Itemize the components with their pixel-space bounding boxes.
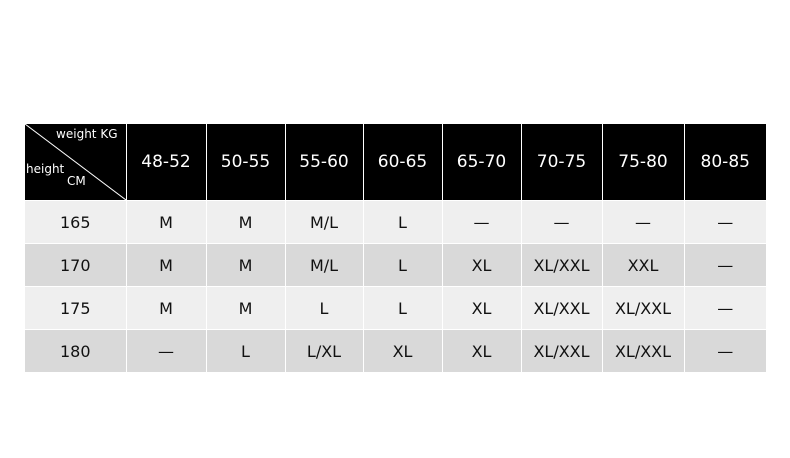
- table-row: 180— L L/XL XL XL XL/XXL XL/XXL —: [25, 329, 766, 372]
- size-cell: XL/XXL: [520, 243, 602, 287]
- size-cell: M: [205, 200, 285, 244]
- size-cell: M: [205, 243, 285, 287]
- size-cell: M/L: [284, 200, 363, 244]
- header-row: weight KG height CM 48-52 50-55 55-60 60-65…: [25, 124, 766, 201]
- size-cell: M: [205, 286, 285, 330]
- weight-column-header: 75-80: [601, 124, 684, 201]
- size-cell: L/XL: [284, 329, 363, 372]
- height-label: height: [26, 162, 65, 176]
- size-cell: XL/XXL: [601, 286, 684, 330]
- height-cell: 170: [25, 243, 126, 287]
- size-cell: —: [125, 329, 206, 372]
- size-cell: XL: [441, 286, 521, 330]
- size-cell: M/L: [284, 243, 363, 287]
- size-cell: L: [205, 329, 285, 372]
- diagonal-divider: [25, 124, 126, 200]
- size-cell: XL/XXL: [520, 286, 602, 330]
- table-row: 175 M M L L XL XL/XXL XL/XXL —: [25, 286, 766, 330]
- size-cell: L: [284, 286, 363, 330]
- size-cell: XL/XXL: [601, 329, 684, 372]
- weight-column-header: 70-75: [520, 124, 602, 201]
- weight-column-header: 48-52: [125, 124, 206, 201]
- unit-label: CM: [67, 174, 86, 188]
- size-cell: XL: [362, 329, 442, 372]
- size-cell: L: [362, 243, 442, 287]
- weight-label: weight KG: [56, 127, 118, 141]
- corner-header: weight KG height CM: [25, 124, 126, 201]
- size-cell: M: [125, 200, 206, 244]
- height-cell: 165: [25, 200, 126, 244]
- table-row: 165 M M M/L L — — — —: [25, 200, 766, 244]
- height-cell: 180: [25, 329, 126, 372]
- size-cell: XXL: [601, 243, 684, 287]
- weight-column-header: 65-70: [441, 124, 521, 201]
- size-cell: —: [520, 200, 602, 244]
- size-cell: —: [683, 329, 766, 372]
- weight-column-header: 80-85: [683, 124, 766, 201]
- size-cell: XL: [441, 329, 521, 372]
- table-row: 170 M M M/L L XL XL/XXL XXL —: [25, 243, 766, 287]
- size-cell: —: [683, 286, 766, 330]
- size-cell: M: [125, 243, 206, 287]
- size-cell: XL/XXL: [520, 329, 602, 372]
- size-chart-table: weight KG height CM 48-52 50-55 55-60 60-65…: [25, 124, 766, 372]
- weight-column-header: 60-65: [362, 124, 442, 201]
- size-cell: L: [362, 286, 442, 330]
- weight-column-header: 55-60: [284, 124, 363, 201]
- size-cell: M: [125, 286, 206, 330]
- size-cell: —: [601, 200, 684, 244]
- size-cell: —: [683, 200, 766, 244]
- size-cell: —: [441, 200, 521, 244]
- size-cell: L: [362, 200, 442, 244]
- size-cell: —: [683, 243, 766, 287]
- weight-column-header: 50-55: [205, 124, 285, 201]
- size-cell: XL: [441, 243, 521, 287]
- height-cell: 175: [25, 286, 126, 330]
